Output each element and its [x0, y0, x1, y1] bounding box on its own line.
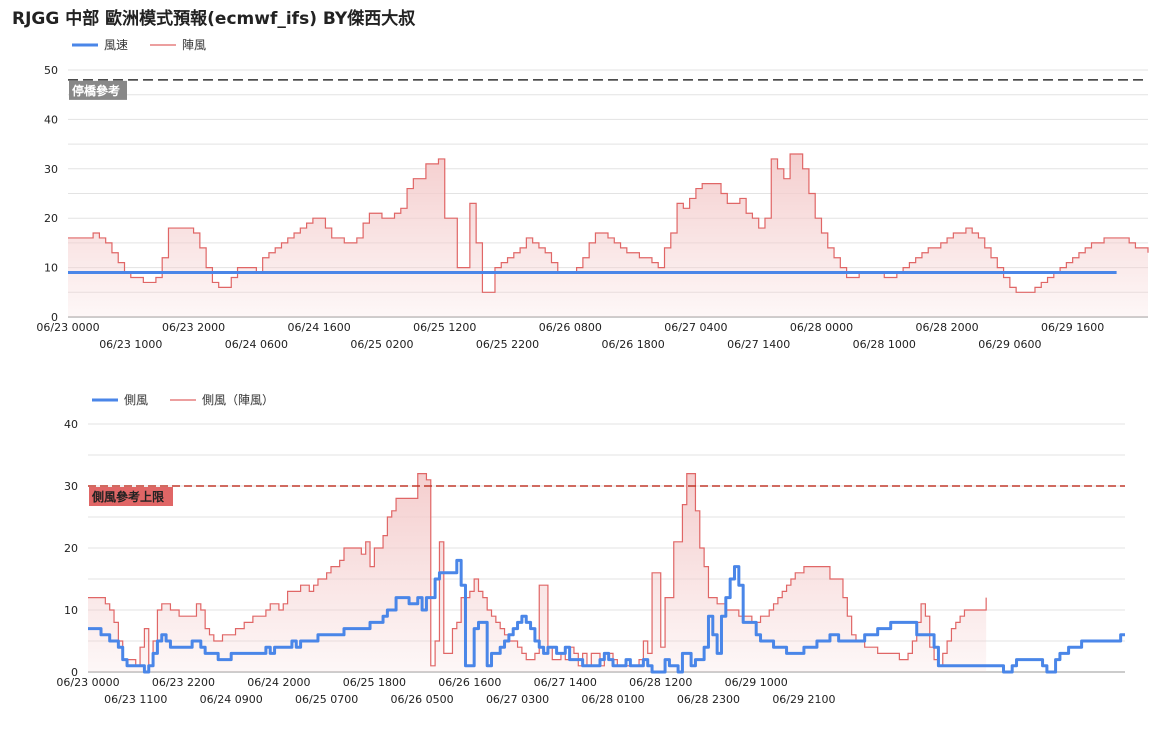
legend-label: 風速 — [104, 38, 128, 52]
reference-label: 停橋參考 — [72, 83, 120, 98]
gust-line — [88, 473, 987, 667]
gust-area — [88, 473, 987, 672]
x-tick-label: 06/28 2000 — [915, 321, 978, 334]
reference-label-bg — [89, 487, 173, 506]
reference-label-bg — [69, 80, 127, 100]
x-tick-label: 06/29 1600 — [1041, 321, 1104, 334]
crosswind-chart: 0 10 20 30 40 側風參考上限 06/23 0000 06/23 1100 06/23… — [56, 393, 1125, 706]
x-tick-label: 06/23 1000 — [99, 338, 162, 351]
wind-line — [88, 558, 1125, 674]
x-tick-label: 06/29 2100 — [772, 693, 835, 706]
x-tick-label: 06/27 0400 — [664, 321, 727, 334]
x-tick-label: 06/27 1400 — [534, 676, 597, 689]
legend: 風速 陣風 — [72, 38, 206, 52]
x-tick-label: 06/26 0500 — [390, 693, 453, 706]
legend-label: 側風 — [124, 393, 148, 407]
x-tick-label: 06/23 0000 — [36, 321, 99, 334]
x-tick-label: 06/23 1100 — [104, 693, 167, 706]
x-tick-label: 06/25 0200 — [350, 338, 413, 351]
y-tick-label: 10 — [64, 604, 78, 617]
x-tick-label: 06/28 2300 — [677, 693, 740, 706]
x-tick-label: 06/26 1800 — [602, 338, 665, 351]
y-tick-label: 50 — [44, 64, 58, 77]
x-tick-label: 06/23 0000 — [56, 676, 119, 689]
x-tick-label: 06/25 0700 — [295, 693, 358, 706]
legend: 側風 側風（陣風） — [92, 393, 274, 407]
x-tick-label: 06/27 0300 — [486, 693, 549, 706]
x-tick-label: 06/28 1200 — [629, 676, 692, 689]
x-tick-label: 06/25 1800 — [343, 676, 406, 689]
x-tick-label: 06/27 1400 — [727, 338, 790, 351]
page-title: RJGG 中部 歐洲模式預報(ecmwf_ifs) BY傑西大叔 — [12, 9, 416, 29]
y-tick-label: 20 — [44, 212, 58, 225]
y-tick-label: 20 — [64, 542, 78, 555]
y-tick-label: 30 — [64, 480, 78, 493]
x-tick-label: 06/25 2200 — [476, 338, 539, 351]
x-tick-label: 06/25 1200 — [413, 321, 476, 334]
y-tick-label: 10 — [44, 262, 58, 275]
x-tick-label: 06/24 0900 — [200, 693, 263, 706]
y-tick-label: 40 — [44, 113, 58, 126]
x-tick-label: 06/26 0800 — [539, 321, 602, 334]
x-tick-label: 06/23 2200 — [152, 676, 215, 689]
x-tick-label: 06/24 1600 — [288, 321, 351, 334]
x-tick-label: 06/29 1000 — [725, 676, 788, 689]
x-tick-label: 06/28 1000 — [853, 338, 916, 351]
y-tick-label: 40 — [64, 418, 78, 431]
x-tick-label: 06/28 0100 — [581, 693, 644, 706]
x-tick-label: 06/28 0000 — [790, 321, 853, 334]
y-tick-label: 0 — [71, 666, 78, 679]
x-tick-label: 06/24 0600 — [225, 338, 288, 351]
reference-label: 側風參考上限 — [91, 489, 164, 504]
y-tick-label: 30 — [44, 163, 58, 176]
y-tick-label: 0 — [51, 311, 58, 324]
legend-label: 側風（陣風） — [202, 393, 274, 407]
x-tick-label: 06/26 1600 — [438, 676, 501, 689]
x-tick-label: 06/24 2000 — [247, 676, 310, 689]
x-tick-label: 06/29 0600 — [978, 338, 1041, 351]
x-tick-label: 06/23 2000 — [162, 321, 225, 334]
legend-label: 陣風 — [182, 38, 206, 52]
